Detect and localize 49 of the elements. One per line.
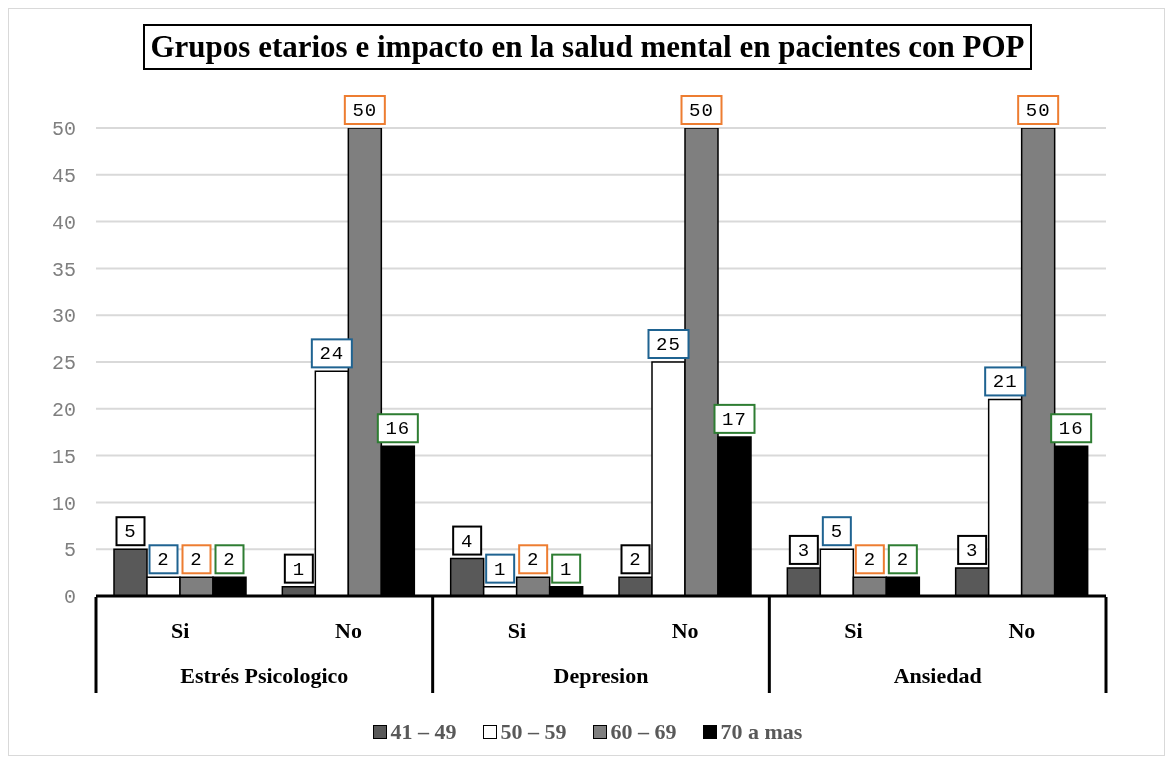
data-label: 2 (863, 549, 877, 572)
y-tick-label: 5 (63, 539, 76, 563)
y-tick-label: 50 (51, 118, 76, 142)
data-label: 17 (722, 408, 747, 431)
x-tick-label: No (1008, 617, 1036, 643)
data-label: 1 (493, 558, 507, 581)
text: Estrés Psicologico (180, 662, 349, 688)
text: Ansiedad (893, 662, 982, 688)
data-label: 2 (526, 549, 540, 572)
data-label: 16 (1058, 418, 1084, 441)
y-tick-label: 45 (51, 164, 76, 188)
data-label: 50 (352, 100, 378, 122)
data-label: 2 (223, 549, 236, 572)
legend-label: 41 – 49 (390, 719, 457, 745)
x-tick-label: No (335, 617, 362, 643)
data-label: 2 (896, 549, 910, 572)
x-tick-label: Si (170, 617, 190, 643)
legend-label: 60 – 69 (610, 719, 677, 745)
data-label: 2 (157, 549, 170, 572)
y-tick-label: 15 (51, 445, 76, 469)
x-tick-label: Si (844, 617, 863, 643)
data-label: 1 (292, 558, 306, 581)
data-label: 2 (190, 549, 203, 572)
data-label: 5 (830, 521, 844, 544)
legend-label: 50 – 59 (500, 719, 567, 745)
y-tick-label: 40 (51, 211, 76, 235)
data-label: 3 (797, 539, 811, 562)
y-tick-label: 30 (51, 305, 76, 329)
y-tick-label: 25 (51, 352, 76, 376)
y-tick-label: 10 (51, 492, 76, 516)
data-label: 50 (1025, 100, 1051, 122)
data-label: 21 (992, 371, 1018, 394)
text: Depresion (553, 662, 649, 688)
x-tick-label: No (671, 617, 699, 643)
data-label: 3 (965, 539, 979, 562)
chart-title: Grupos etarios e impacto en la salud mental en pacientes con POP (142, 24, 1033, 70)
y-tick-label: 20 (51, 398, 76, 422)
y-tick-label: 35 (51, 258, 76, 282)
data-label: 4 (460, 530, 474, 553)
data-label: 16 (385, 418, 411, 441)
data-label: 25 (656, 334, 681, 356)
data-label: 5 (124, 521, 137, 544)
data-label: 24 (319, 343, 345, 366)
data-label: 2 (629, 549, 642, 572)
data-label: 50 (689, 100, 714, 122)
data-label: 1 (559, 558, 573, 581)
x-tick-label: Si (507, 617, 527, 643)
y-tick-label: 0 (63, 586, 76, 610)
legend-label: 70 a mas (720, 719, 803, 745)
